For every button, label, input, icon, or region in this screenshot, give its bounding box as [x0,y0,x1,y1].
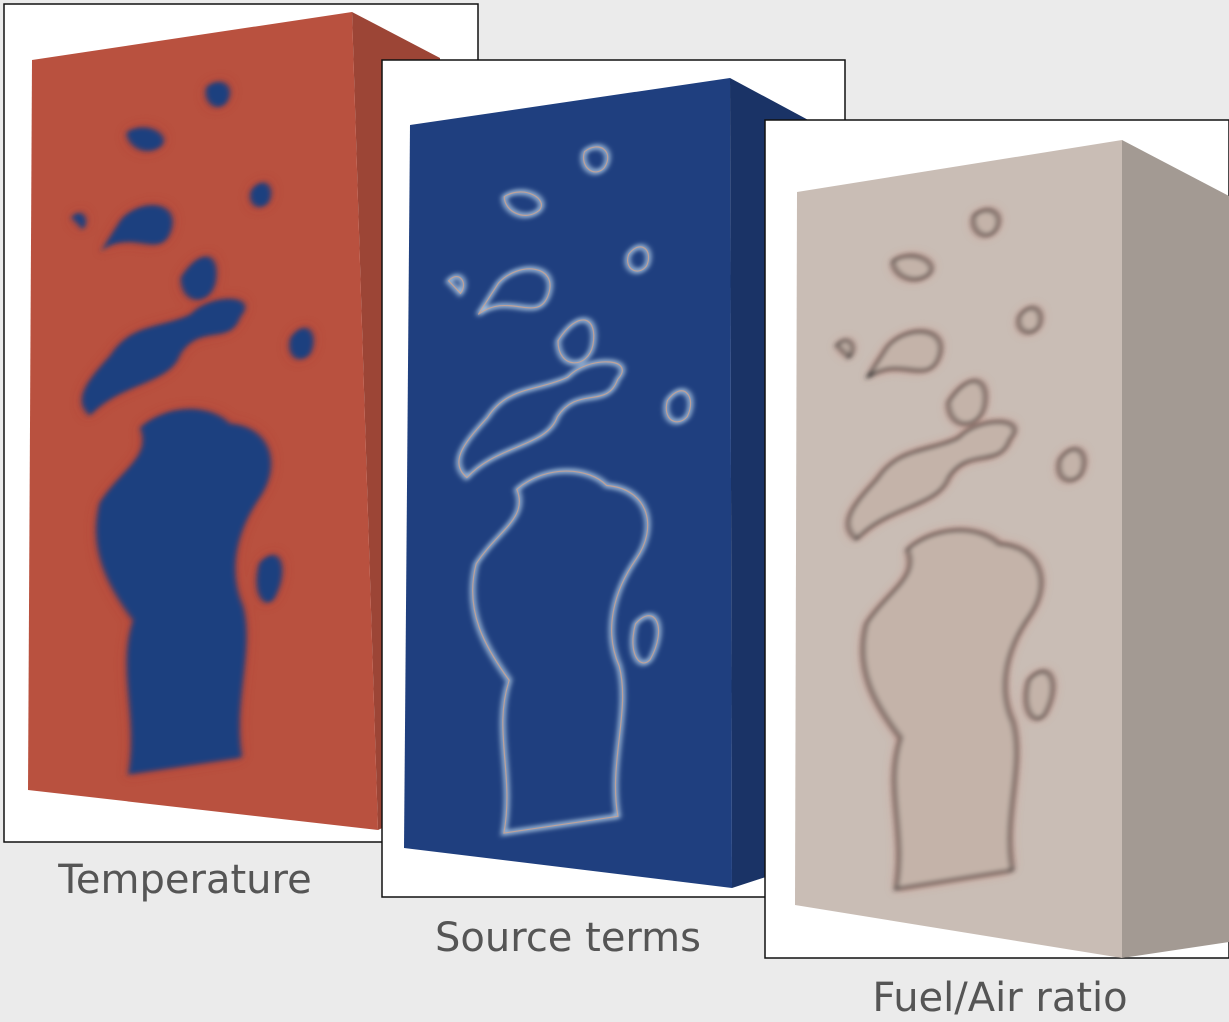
box-side [1122,140,1229,958]
panel-label: Source terms [435,915,701,961]
panel-label: Fuel/Air ratio [872,975,1127,1021]
panel-label: Temperature [57,857,311,903]
box-front [404,78,732,888]
figure: Temperature Source terms Fuel/Air ratio [0,0,1229,1022]
